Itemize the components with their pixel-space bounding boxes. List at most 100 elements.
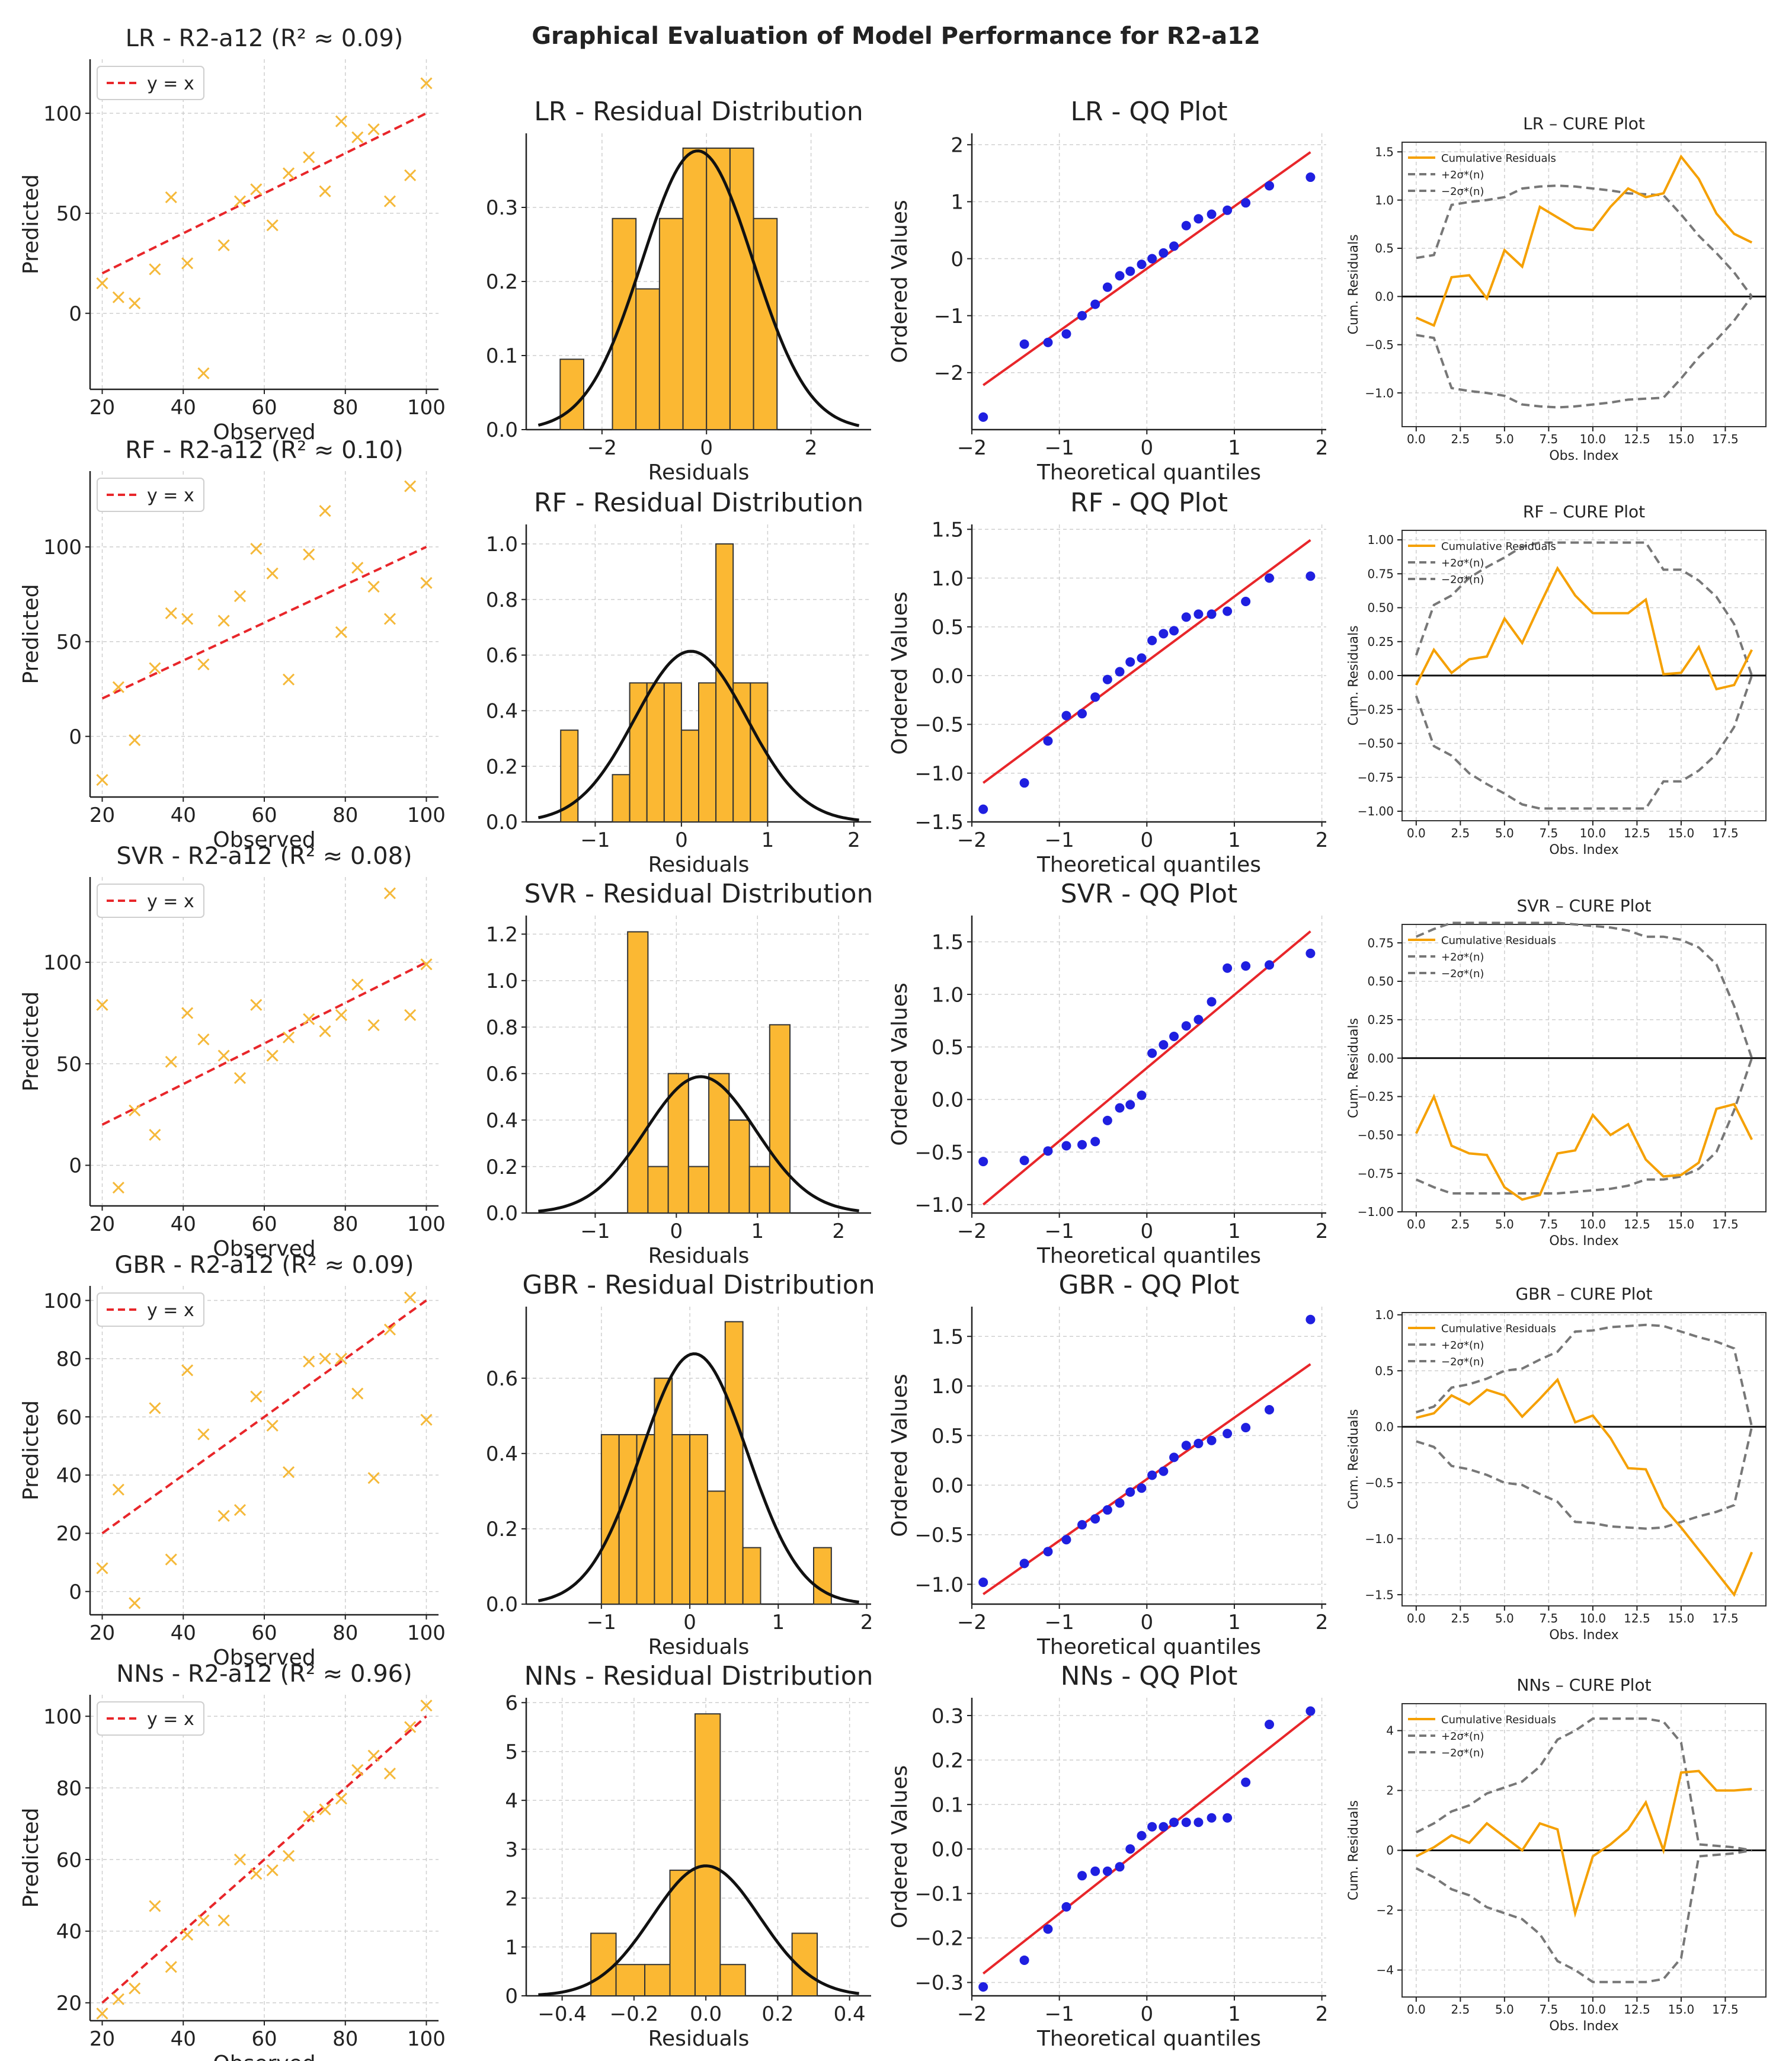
lr-scatter-point-stroke	[266, 219, 279, 232]
svr-hist-ytick-label: 0.0	[486, 1202, 518, 1225]
gbr-qq-point	[1137, 1483, 1147, 1493]
rf-qq-point	[1265, 573, 1275, 583]
rf-qq-ytick-label: 0.5	[932, 616, 964, 639]
nns-cure-ytick-label: 4	[1386, 1724, 1394, 1738]
nns-hist-ytick-label: 4	[505, 1789, 518, 1813]
lr-scatter-point	[165, 191, 177, 203]
lr-scatter-xtick-label: 20	[89, 396, 115, 420]
nns-hist-panel: NNs - Residual Distribution −0.4 −0.2 0.0 0.…	[505, 1661, 873, 2051]
lr-qq-point	[1223, 205, 1233, 215]
nns-qq-ytick-label: 0.2	[932, 1749, 964, 1772]
gbr-cure-xtick-label: 5.0	[1495, 1611, 1514, 1625]
nns-scatter-point	[351, 1764, 364, 1776]
nns-cure-upper-band	[1415, 1717, 1752, 1852]
nns-qq-point	[1102, 1866, 1112, 1876]
svr-scatter-point	[129, 1104, 141, 1117]
svr-hist-xtick-label: 0	[670, 1220, 683, 1243]
nns-cure-cumulative-line	[1415, 1769, 1752, 1918]
nns-qq-ytick-label: −0.1	[914, 1883, 964, 1906]
rf-scatter-point	[319, 505, 331, 517]
nns-hist-xtick-label: 0.0	[690, 2002, 722, 2026]
svr-cure-xtick-label: 10.0	[1580, 1217, 1607, 1231]
svr-scatter-point-stroke	[282, 1031, 295, 1044]
lr-qq-panel: LR - QQ Plot −2 −1 0 1 2 −2 −1 0 1 2 Theoretical qu…	[888, 97, 1328, 485]
svr-hist-ytick-label: 0.2	[486, 1156, 518, 1179]
svr-hist-bar	[647, 1166, 669, 1214]
lr-qq-xtick-label: −2	[957, 436, 987, 460]
svr-scatter-point-stroke	[351, 978, 364, 991]
svr-qq-point	[1090, 1137, 1100, 1147]
lr-cure-xtick-label: 5.0	[1495, 432, 1514, 446]
svr-scatter-point-stroke	[233, 1072, 247, 1084]
gbr-scatter-point	[165, 1553, 177, 1566]
lr-scatter-point-stroke	[217, 239, 230, 252]
svr-qq-ytick-label: −0.5	[914, 1141, 964, 1164]
gbr-qq-point	[1265, 1405, 1275, 1415]
svr-hist-xtick-label: 2	[832, 1220, 845, 1243]
lr-scatter-point-stroke	[404, 169, 417, 181]
gbr-scatter-point	[96, 1562, 108, 1574]
svr-qq-point	[1305, 948, 1316, 958]
lr-qq-ytick-label: 2	[951, 133, 964, 157]
nns-qq-ytick-label: 0.1	[932, 1793, 964, 1817]
rf-hist-xtick-label: 2	[847, 828, 860, 852]
lr-qq-point	[1207, 209, 1217, 219]
rf-qq-point	[1125, 657, 1135, 667]
svr-scatter-legend-box	[97, 884, 204, 918]
svr-cure-xtick-label: 2.5	[1451, 1217, 1470, 1231]
rf-cure-xtick-label: 0.0	[1407, 826, 1426, 840]
nns-hist-pdf-curve	[538, 1864, 859, 1996]
svr-scatter-point	[335, 1009, 347, 1022]
lr-hist-bar	[706, 148, 731, 430]
nns-cure-ylabel: Cum. Residuals	[1346, 1800, 1361, 1900]
rf-hist-xtick-label: 0	[675, 828, 688, 852]
lr-qq-ylabel: Ordered Values	[888, 200, 912, 363]
rf-cure-xtick-label: 17.5	[1712, 826, 1739, 840]
svr-cure-ytick-label: −1.00	[1358, 1205, 1394, 1219]
svr-scatter-point	[112, 1182, 124, 1194]
lr-qq-point	[1193, 214, 1204, 224]
lr-cure-lower-band	[1416, 296, 1753, 409]
svr-scatter-ytick-label: 50	[56, 1052, 82, 1076]
rf-cure-ytick-label: 0.50	[1367, 601, 1394, 615]
lr-scatter-point-stroke	[383, 195, 396, 207]
gbr-cure-xtick-label: 7.5	[1539, 1611, 1558, 1625]
lr-scatter-legend-box	[97, 66, 204, 100]
rf-scatter-point-stroke	[367, 580, 380, 593]
rf-cure-legend-label: Cumulative Residuals	[1441, 540, 1556, 553]
rf-cure-ytick-label: 1.00	[1367, 533, 1394, 547]
nns-qq-point	[1090, 1866, 1100, 1876]
lr-scatter-xlabel: Observed	[213, 420, 315, 444]
gbr-scatter-ytick-label: 20	[56, 1522, 82, 1546]
svr-qq-panel: SVR - QQ Plot −2 −1 0 1 2 −1.0 −0.5 0.0 0.5 1.0 1.5…	[888, 879, 1328, 1268]
lr-scatter-point-stroke	[149, 263, 161, 276]
nns-scatter-xtick-label: 40	[171, 2027, 196, 2051]
lr-qq-xtick-label: 1	[1228, 436, 1241, 460]
svr-scatter-point	[351, 978, 364, 991]
rf-scatter-point	[112, 681, 124, 693]
nns-qq-xtick-label: 2	[1316, 2002, 1329, 2026]
svr-cure-ytick-label: −0.50	[1358, 1128, 1394, 1142]
rf-cure-ytick-label: −1.00	[1358, 804, 1394, 818]
svr-qq-xtick-label: −1	[1045, 1220, 1074, 1243]
nns-scatter-point	[181, 1928, 194, 1941]
rf-cure-ytick-label: 0.75	[1367, 567, 1394, 581]
lr-qq-point	[1077, 311, 1087, 321]
gbr-scatter-xtick-label: 80	[332, 1621, 358, 1645]
gbr-qq-xlabel: Theoretical quantiles	[1036, 1635, 1261, 1659]
lr-cure-xlabel: Obs. Index	[1549, 449, 1618, 463]
svr-qq-point	[1115, 1103, 1125, 1113]
gbr-cure-xtick-label: 15.0	[1668, 1611, 1695, 1625]
nns-scatter-ytick-label: 80	[56, 1777, 82, 1800]
rf-cure-xtick-label: 10.0	[1580, 826, 1607, 840]
lr-scatter-point-stroke	[250, 183, 263, 196]
nns-qq-point	[1193, 1817, 1204, 1828]
rf-cure-xtick-label: 7.5	[1539, 826, 1558, 840]
svr-cure-panel: SVR – CURE Plot 0.0 2.5 5.0 7.5 10.0 12.5 15.0 1…	[1346, 896, 1767, 1249]
lr-qq-point	[1090, 299, 1100, 309]
lr-hist-bar	[658, 217, 684, 430]
rf-qq-point	[1115, 667, 1125, 677]
lr-scatter-point	[367, 123, 380, 136]
rf-scatter-point-stroke	[181, 613, 194, 625]
rf-cure-xtick-label: 2.5	[1451, 826, 1470, 840]
